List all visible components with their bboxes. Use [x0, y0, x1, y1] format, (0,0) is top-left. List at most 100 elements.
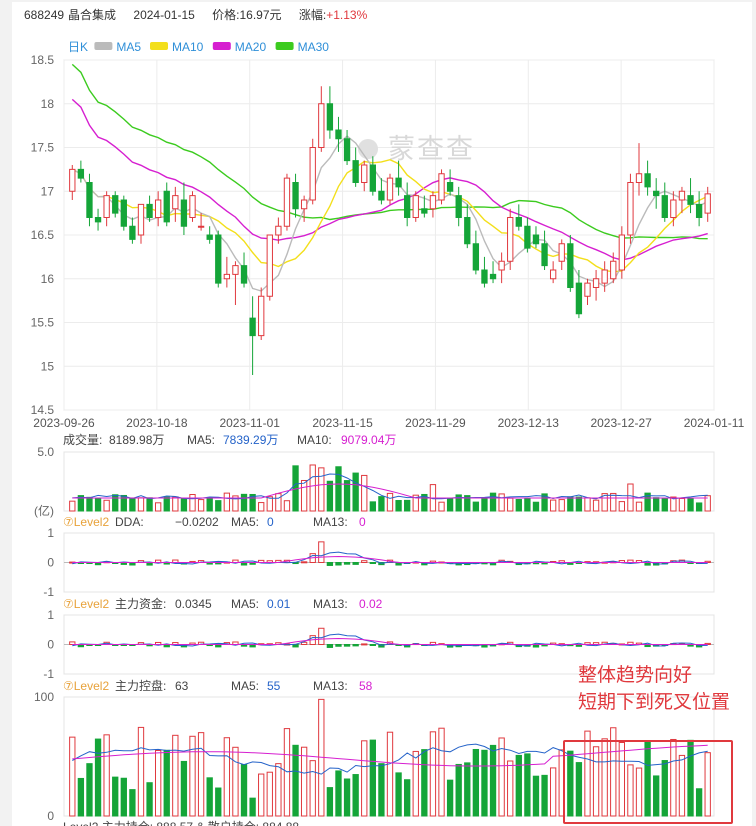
volume-bar [438, 501, 445, 512]
change-readout: 涨幅:+1.13% [298, 8, 368, 22]
volume-bar [258, 502, 265, 512]
volume-bar [129, 497, 136, 512]
volume-bar [678, 498, 686, 512]
y-tick-label: 15.5 [31, 316, 55, 330]
candle [601, 261, 608, 292]
level2-label: ⑦Level2 [63, 679, 109, 693]
volume-bar [549, 499, 557, 512]
panel-ctrl-bar [661, 760, 668, 817]
panel-fund-bar [378, 644, 385, 648]
candle [249, 296, 256, 375]
volume-bar [687, 497, 694, 512]
volume-bar [472, 501, 480, 512]
watermark: 蒙查查 [388, 134, 475, 164]
panel-ctrl-bar [489, 744, 497, 817]
candle [455, 186, 462, 227]
candle [120, 195, 127, 231]
candle [575, 270, 583, 319]
candle [103, 191, 110, 227]
candle [498, 252, 505, 284]
panel-ctrl-bar [412, 750, 419, 817]
panel-ctrl-bar [120, 777, 127, 817]
panel-ctrl-bar [309, 760, 316, 817]
volume-bar [309, 464, 316, 512]
volume-ma10-line [72, 483, 708, 499]
panel-ctrl-bar [240, 764, 248, 817]
candle [154, 191, 162, 227]
candle [584, 278, 591, 305]
y-tick-label: 17 [41, 184, 55, 198]
panel-fund-bar [343, 644, 351, 647]
candle-body [481, 269, 488, 284]
panel-dda-ma13-label: MA13: [313, 515, 348, 529]
candle [481, 256, 488, 288]
volume-bar [249, 493, 256, 512]
volume-bar [300, 479, 308, 512]
candle-body [653, 190, 660, 197]
legend-item-ma10: MA10 [150, 40, 204, 54]
panel-fund-value: 0.0345 [175, 597, 212, 611]
candle-body [189, 195, 196, 218]
volume-bar [189, 494, 196, 512]
candle-body [601, 269, 608, 284]
volume-bar [146, 497, 153, 512]
volume-bar [69, 500, 76, 512]
candle [369, 156, 376, 196]
panel-ctrl-bar [154, 749, 162, 817]
candle [275, 217, 282, 244]
stock-name: 晶合集成 [68, 8, 117, 22]
candle [223, 256, 231, 288]
candle-body [69, 168, 76, 192]
ma30-line [71, 63, 708, 240]
candle [610, 252, 617, 284]
volume-ma10-label: MA10: [297, 433, 332, 447]
volume-bar [206, 498, 213, 512]
volume-bar [601, 493, 608, 512]
panel-ctrl-bar [378, 763, 385, 817]
panel-ctrl-bar [94, 738, 102, 817]
ma5-swatch [94, 42, 113, 50]
volume-bar [318, 467, 325, 512]
volume-bar [172, 496, 179, 512]
candle-body [704, 193, 711, 214]
volume-bar [275, 493, 282, 512]
candle-body [558, 243, 565, 262]
candle-body [429, 195, 437, 210]
candle-body [180, 199, 188, 227]
candle [429, 191, 437, 218]
candle [189, 191, 196, 222]
candle-body [412, 195, 419, 218]
volume-bar [489, 492, 497, 512]
candle [507, 208, 514, 270]
panel-ctrl-bar [386, 731, 394, 817]
candle-body [472, 243, 480, 271]
candle [687, 178, 694, 214]
volume-bar [240, 493, 248, 512]
y-tick-label: 17.5 [31, 141, 55, 155]
candle-body [129, 225, 136, 240]
volume-bar [343, 480, 351, 512]
panel-dda-bar [369, 562, 376, 564]
volume-bar [378, 496, 385, 512]
candle [266, 234, 273, 301]
volume-value: 8189.98万 [109, 433, 164, 447]
panel-fund-bar [361, 643, 368, 646]
panel-ctrl-bar [223, 737, 231, 817]
x-tick-label: 2023-11-15 [312, 416, 373, 430]
candle-body [524, 225, 531, 249]
volume-label: 成交量: [63, 432, 102, 447]
x-tick-label: 2024-01-11 [684, 416, 745, 430]
panel-ctrl-ma13-label: MA13: [313, 679, 348, 693]
candle [635, 143, 643, 196]
candle-body [361, 164, 368, 183]
candle [352, 147, 359, 187]
volume-bar [404, 499, 411, 512]
panel-ctrl-bar [352, 774, 359, 817]
candle [69, 165, 76, 200]
panel-ctrl-bar [524, 753, 531, 817]
legend-item-ma20: MA20 [212, 40, 266, 54]
candle-body [103, 195, 110, 218]
volume-bar [695, 502, 703, 512]
candle-body [627, 182, 634, 236]
ma10-line [71, 158, 709, 273]
